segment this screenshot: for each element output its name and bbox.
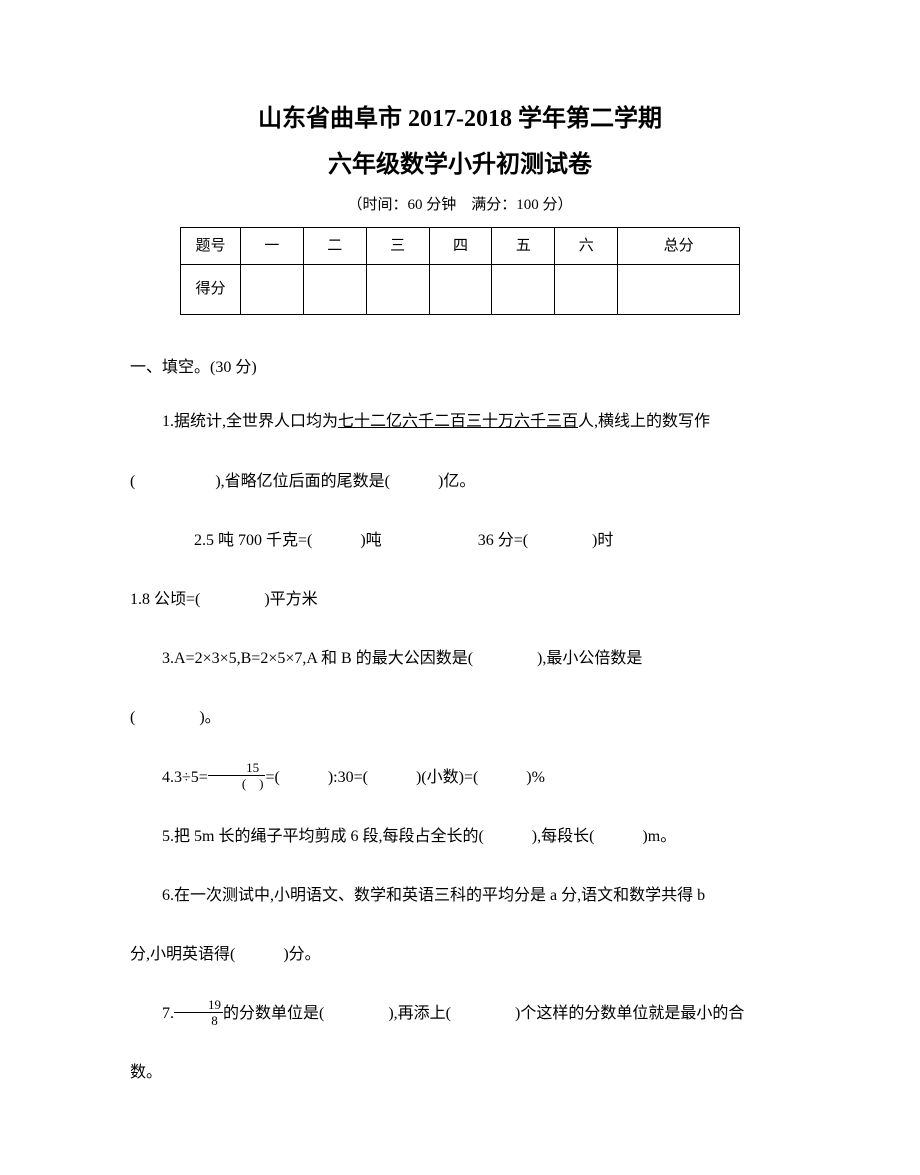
question-1: 1.据统计,全世界人口均为七十二亿六千二百三十万六千三百人,横线上的数写作 (130, 404, 790, 439)
score-table-cell (555, 264, 618, 314)
question-7-cont: 数。 (130, 1055, 790, 1090)
score-table-col: 二 (303, 227, 366, 264)
question-6-cont: 分,小明英语得( )分。 (130, 937, 790, 972)
score-table-cell (366, 264, 429, 314)
score-table-cell (429, 264, 492, 314)
score-table-col: 总分 (618, 227, 740, 264)
title-line-1: 山东省曲阜市 2017-2018 学年第二学期 (130, 100, 790, 138)
score-table-cell (303, 264, 366, 314)
question-6: 6.在一次测试中,小明语文、数学和英语三科的平均分是 a 分,语文和数学共得 b (130, 878, 790, 913)
score-table-score-label: 得分 (181, 264, 241, 314)
q4-frac-num: 15 (208, 761, 266, 776)
q7-fraction: 198 (174, 998, 223, 1027)
score-table-cell (618, 264, 740, 314)
q2-part1: 2.5 吨 700 千克=( )吨 (162, 523, 382, 558)
score-table-col: 六 (555, 227, 618, 264)
question-3: 3.A=2×3×5,B=2×5×7,A 和 B 的最大公因数是( ),最小公倍数… (130, 641, 790, 676)
score-table-col: 五 (492, 227, 555, 264)
score-table: 题号 一 二 三 四 五 六 总分 得分 (180, 227, 740, 315)
q7-frac-den: 8 (174, 1013, 223, 1027)
score-table-label-header: 题号 (181, 227, 241, 264)
score-table-cell (492, 264, 555, 314)
score-table-header-row: 题号 一 二 三 四 五 六 总分 (181, 227, 740, 264)
section-1-heading: 一、填空。(30 分) (130, 355, 790, 381)
question-3-cont: ( )。 (130, 700, 790, 735)
q7-mid: 的分数单位是( ),再添上( )个这样的分数单位就是最小的合 (223, 1005, 744, 1022)
question-2: 2.5 吨 700 千克=( )吨 36 分=( )时 (130, 523, 790, 558)
question-2-cont: 1.8 公顷=( )平方米 (130, 582, 790, 617)
q1-prefix: 1.据统计,全世界人口均为 (162, 413, 338, 430)
question-1-cont: ( ),省略亿位后面的尾数是( )亿。 (130, 464, 790, 499)
q1-underlined: 七十二亿六千二百三十万六千三百 (338, 413, 578, 430)
q4-frac-den: ( ) (208, 776, 266, 790)
score-table-col: 一 (241, 227, 304, 264)
score-table-col: 四 (429, 227, 492, 264)
q7-pre: 7. (162, 1005, 174, 1022)
q4-after: =( ):30=( )(小数)=( )% (265, 769, 544, 786)
question-7: 7.198的分数单位是( ),再添上( )个这样的分数单位就是最小的合 (130, 996, 790, 1031)
title-line-2: 六年级数学小升初测试卷 (130, 146, 790, 184)
q4-fraction: 15( ) (208, 761, 266, 790)
q4-pre: 4.3÷5= (162, 769, 208, 786)
q7-frac-num: 19 (174, 998, 223, 1013)
question-4: 4.3÷5=15( )=( ):30=( )(小数)=( )% (130, 760, 790, 795)
q1-after: 人,横线上的数写作 (578, 413, 710, 430)
score-table-col: 三 (366, 227, 429, 264)
question-5: 5.把 5m 长的绳子平均剪成 6 段,每段占全长的( ),每段长( )m。 (130, 819, 790, 854)
score-table-cell (241, 264, 304, 314)
exam-subtitle: （时间：60 分钟 满分：100 分） (130, 193, 790, 217)
score-table-score-row: 得分 (181, 264, 740, 314)
q2-part2: 36 分=( )时 (446, 523, 614, 558)
